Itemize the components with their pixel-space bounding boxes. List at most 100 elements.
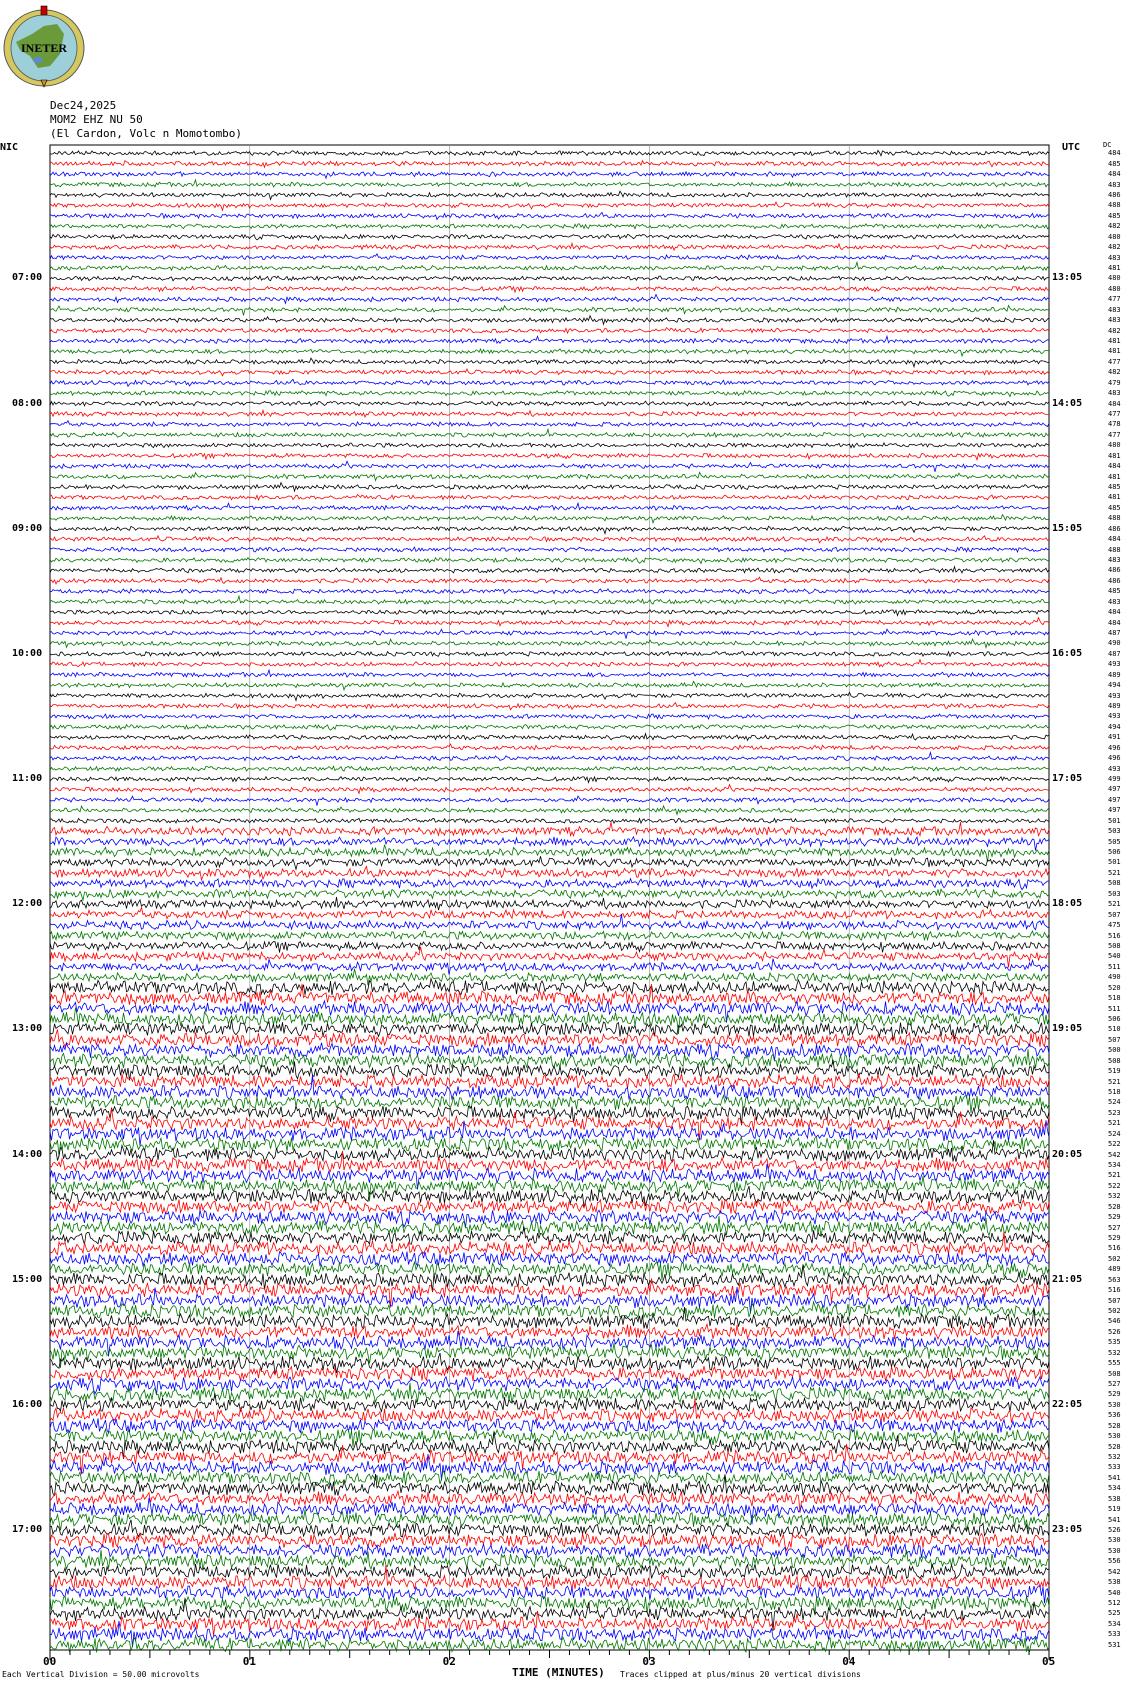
seismic-trace (49, 680, 1050, 692)
trace-offset-value: 481 (1108, 451, 1121, 460)
seismic-trace (49, 1509, 1050, 1531)
seismic-trace (49, 1019, 1050, 1041)
seismic-trace (49, 1120, 1050, 1146)
seismic-trace (49, 368, 1050, 377)
seismic-trace (49, 587, 1050, 595)
seismic-trace (49, 501, 1050, 512)
trace-offset-value: 524 (1108, 1098, 1121, 1107)
trace-offset-value: 489 (1108, 670, 1121, 679)
trace-offset-value: 496 (1108, 754, 1121, 763)
trace-offset-value: 521 (1108, 868, 1121, 877)
seismic-trace (49, 1041, 1050, 1062)
trace-offset-value: 505 (1108, 837, 1121, 846)
seismic-trace (49, 546, 1050, 554)
trace-offset-value: 538 (1108, 1494, 1121, 1503)
location-label: (El Cardon, Volc n Momotombo) (50, 127, 243, 140)
trace-offset-value: 481 (1108, 493, 1121, 502)
seismic-trace (49, 968, 1050, 986)
trace-offset-value: 486 (1108, 524, 1121, 533)
seismic-trace (49, 419, 1050, 428)
seismic-trace (49, 556, 1050, 565)
trace-offset-value: 511 (1108, 1004, 1121, 1013)
trace-offset-value: 493 (1108, 660, 1121, 669)
trace-offset-value: 483 (1108, 556, 1121, 564)
seismic-trace (49, 357, 1050, 369)
seismic-trace (49, 1007, 1050, 1035)
trace-offset-value: 488 (1108, 545, 1121, 554)
trace-offset-value: 502 (1108, 1307, 1121, 1315)
trace-offset-value: 477 (1108, 295, 1121, 304)
seismic-trace (49, 1140, 1050, 1163)
seismic-trace (49, 888, 1050, 901)
trace-offset-value: 542 (1108, 1150, 1121, 1159)
trace-offset-value: 494 (1108, 681, 1121, 690)
seismic-trace (49, 946, 1050, 968)
seismic-trace (49, 713, 1050, 720)
seismic-trace (49, 233, 1050, 242)
trace-offset-value: 541 (1108, 1515, 1121, 1524)
right-time-label: 21:05 (1052, 1273, 1083, 1285)
seismic-trace (49, 1382, 1050, 1404)
x-tick-label: 01 (242, 1655, 257, 1668)
seismic-trace (49, 149, 1050, 157)
trace-offset-value: 483 (1108, 180, 1121, 189)
trace-offset-value: 485 (1108, 503, 1121, 512)
trace-offset-value: 482 (1108, 243, 1121, 252)
seismic-trace (49, 1453, 1050, 1481)
trace-offset-value: 563 (1108, 1275, 1121, 1284)
trace-offset-value: 485 (1108, 159, 1121, 168)
seismic-trace (49, 783, 1050, 795)
seismic-trace (49, 1300, 1050, 1320)
seismic-trace (49, 1594, 1050, 1616)
seismic-trace (49, 1620, 1050, 1648)
svg-text:INETER: INETER (21, 41, 67, 55)
trace-offset-value: 534 (1108, 1160, 1121, 1169)
seismic-trace (49, 178, 1050, 188)
seismic-trace (49, 481, 1050, 493)
seismic-trace (49, 594, 1050, 605)
trace-offset-value: 484 (1108, 170, 1121, 179)
seismic-trace (49, 1497, 1050, 1525)
left-time-label: 13:00 (12, 1023, 43, 1035)
seismic-trace (49, 493, 1050, 502)
left-time-label: 14:00 (12, 1148, 43, 1160)
trace-offset-value: 530 (1108, 1546, 1121, 1555)
seismic-trace (49, 211, 1050, 221)
trace-offset-value: 508 (1108, 879, 1121, 888)
trace-offset-value: 508 (1108, 1369, 1121, 1378)
plot-frame (49, 144, 1050, 1651)
seismic-trace (49, 285, 1050, 294)
seismic-trace (49, 452, 1050, 462)
seismic-trace (49, 822, 1050, 838)
seismic-trace (49, 1431, 1050, 1460)
seismic-trace (49, 844, 1050, 862)
seismic-trace (49, 190, 1050, 201)
seismic-trace (49, 326, 1050, 335)
seismic-trace (49, 1208, 1050, 1228)
trace-offset-value: 555 (1108, 1359, 1121, 1368)
trace-offset-value: 512 (1108, 1599, 1121, 1608)
seismic-trace (49, 1563, 1050, 1580)
seismic-trace (49, 1108, 1050, 1141)
seismic-trace (49, 274, 1050, 282)
ineter-logo: INETER (2, 4, 86, 88)
seismic-trace (49, 1287, 1050, 1314)
trace-offset-value: 528 (1108, 1202, 1121, 1211)
trace-offset-value: 489 (1108, 702, 1121, 711)
seismic-trace (49, 658, 1050, 668)
left-time-label: 15:00 (12, 1273, 43, 1285)
trace-offset-value: 522 (1108, 1140, 1121, 1149)
trace-offset-value: 538 (1108, 1578, 1121, 1587)
x-tick-label: 05 (1042, 1655, 1056, 1668)
trace-offset-value: 518 (1108, 1087, 1121, 1096)
trace-offset-value: 487 (1108, 629, 1121, 638)
seismic-trace (49, 732, 1050, 742)
trace-offset-value: 482 (1108, 368, 1121, 377)
trace-offset-value: 479 (1108, 378, 1121, 387)
seismic-trace (49, 668, 1050, 678)
trace-offset-value: 535 (1108, 1338, 1121, 1347)
seismic-trace (49, 1393, 1050, 1414)
trace-offset-value: 529 (1108, 1233, 1121, 1242)
seismic-trace (49, 817, 1050, 825)
